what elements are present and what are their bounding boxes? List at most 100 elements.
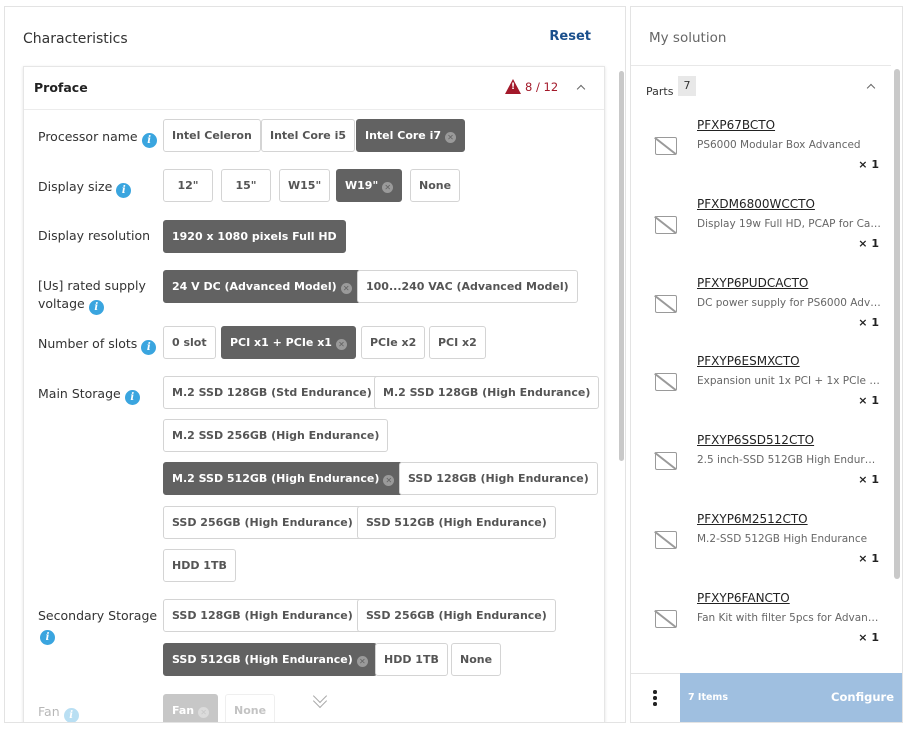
- image-placeholder-icon: [655, 531, 677, 549]
- remove-icon[interactable]: ✕: [382, 182, 394, 193]
- option-ssd-256-high[interactable]: SSD 256GB (High Endurance): [163, 506, 362, 539]
- remove-icon[interactable]: ✕: [335, 339, 347, 350]
- part-quantity: × 1: [858, 394, 879, 407]
- image-placeholder-icon: [655, 295, 677, 313]
- remove-icon[interactable]: ✕: [356, 656, 368, 667]
- label-secondary-storage: Secondary Storage i: [38, 608, 158, 645]
- option-0-slot[interactable]: 0 slot: [163, 326, 216, 359]
- option-w15[interactable]: W15": [279, 169, 331, 202]
- option-1920x1080[interactable]: 1920 x 1080 pixels Full HD: [163, 220, 346, 253]
- option-sec-none[interactable]: None: [451, 643, 502, 676]
- label-fan: Fan i: [38, 703, 79, 722]
- info-icon[interactable]: i: [63, 708, 79, 722]
- option-pci-pcie[interactable]: PCI x1 + PCIe x1 ✕: [221, 326, 356, 359]
- part-description: PS6000 Modular Box Advanced: [697, 139, 861, 151]
- option-15[interactable]: 15": [221, 169, 271, 202]
- warning-indicator: ! 8 / 12: [505, 79, 558, 94]
- remove-icon[interactable]: ✕: [383, 475, 395, 486]
- option-24v-dc[interactable]: 24 V DC (Advanced Model) ✕: [163, 270, 361, 303]
- option-none[interactable]: None: [410, 169, 461, 202]
- option-sec-ssd-128[interactable]: SSD 128GB (High Endurance): [163, 599, 362, 632]
- option-m2-256-high[interactable]: M.2 SSD 256GB (High Endurance): [163, 419, 389, 452]
- list-item: PFXYP6M2512CTO M.2-SSD 512GB High Endura…: [631, 512, 891, 591]
- part-description: M.2-SSD 512GB High Endurance: [697, 533, 868, 545]
- option-ssd-512-high[interactable]: SSD 512GB (High Endurance): [357, 506, 556, 539]
- info-icon[interactable]: i: [141, 340, 157, 355]
- part-number-link[interactable]: PFXYP6M2512CTO: [697, 512, 808, 526]
- more-options-icon[interactable]: [631, 673, 680, 722]
- option-m2-512-high[interactable]: M.2 SSD 512GB (High Endurance) ✕: [163, 462, 404, 495]
- part-description: Display 19w Full HD, PCAP for Cabinet: [697, 218, 881, 230]
- part-quantity: × 1: [858, 473, 879, 486]
- configure-button[interactable]: Configure: [831, 690, 894, 704]
- part-number-link[interactable]: PFXDM6800WCCTO: [697, 197, 815, 211]
- option-hdd-1tb[interactable]: HDD 1TB: [163, 549, 236, 582]
- image-placeholder-icon: [655, 137, 677, 155]
- part-number-link[interactable]: PFXYP6PUDCACTO: [697, 276, 809, 290]
- info-icon[interactable]: i: [116, 183, 132, 198]
- warning-icon: !: [505, 79, 521, 94]
- label-number-of-slots: Number of slots i: [38, 335, 157, 355]
- remove-icon[interactable]: ✕: [445, 132, 457, 143]
- solution-footer: 7 Items Configure: [631, 673, 902, 722]
- part-number-link[interactable]: PFXYP6ESMXCTO: [697, 354, 800, 368]
- option-pcie-x2[interactable]: PCIe x2: [361, 326, 426, 359]
- info-icon[interactable]: i: [40, 630, 55, 645]
- items-count: 7 Items: [688, 692, 728, 703]
- label-processor-name: Processor name i: [38, 128, 157, 148]
- image-placeholder-icon: [655, 216, 677, 234]
- chevron-up-icon[interactable]: [866, 83, 876, 93]
- option-100-240-vac[interactable]: 100...240 VAC (Advanced Model): [357, 270, 578, 303]
- option-fan[interactable]: Fan ✕: [163, 694, 219, 722]
- label-rated-supply-voltage: [Us] rated supply voltage i: [38, 278, 146, 315]
- option-sec-hdd-1tb[interactable]: HDD 1TB: [375, 643, 448, 676]
- remove-icon[interactable]: ✕: [340, 283, 352, 294]
- part-number-link[interactable]: PFXYP6FANCTO: [697, 591, 790, 605]
- info-icon[interactable]: i: [124, 390, 140, 405]
- list-item: PFXDM6800WCCTO Display 19w Full HD, PCAP…: [631, 197, 891, 276]
- scrollbar[interactable]: [619, 71, 624, 461]
- image-placeholder-icon: [655, 610, 677, 628]
- list-item: PFXP67BCTO PS6000 Modular Box Advanced ×…: [631, 118, 891, 197]
- part-description: 2.5 inch-SSD 512GB High Endurance: [697, 454, 881, 466]
- part-number-link[interactable]: PFXYP6SSD512CTO: [697, 433, 815, 447]
- solution-title: My solution: [649, 30, 727, 46]
- list-item: PFXYP6SSD512CTO 2.5 inch-SSD 512GB High …: [631, 433, 891, 512]
- list-item: PFXYP6ESMXCTO Expansion unit 1x PCI + 1x…: [631, 354, 891, 433]
- option-sec-ssd-512[interactable]: SSD 512GB (High Endurance) ✕: [163, 643, 377, 676]
- remove-icon[interactable]: ✕: [198, 707, 210, 718]
- option-intel-core-i7[interactable]: Intel Core i7 ✕: [356, 119, 466, 152]
- configure-bar[interactable]: 7 Items Configure: [680, 673, 902, 722]
- info-icon[interactable]: i: [141, 133, 157, 148]
- option-w19[interactable]: W19" ✕: [336, 169, 403, 202]
- info-icon[interactable]: i: [88, 300, 104, 315]
- reset-button[interactable]: Reset: [549, 29, 591, 44]
- section-header[interactable]: Proface ! 8 / 12: [24, 67, 604, 110]
- part-description: Expansion unit 1x PCI + 1x PCIe for PS60…: [697, 375, 881, 387]
- option-intel-core-i5[interactable]: Intel Core i5: [261, 119, 356, 152]
- parts-label: Parts: [646, 85, 674, 98]
- option-m2-128-high[interactable]: M.2 SSD 128GB (High Endurance): [374, 376, 600, 409]
- option-12[interactable]: 12": [163, 169, 213, 202]
- label-display-resolution: Display resolution: [38, 228, 151, 243]
- option-sec-ssd-256[interactable]: SSD 256GB (High Endurance): [357, 599, 556, 632]
- characteristics-title: Characteristics: [23, 31, 128, 47]
- part-number-link[interactable]: PFXP67BCTO: [697, 118, 776, 132]
- option-m2-128-std[interactable]: M.2 SSD 128GB (Std Endurance): [163, 376, 381, 409]
- parts-list: Parts 7 PFXP67BCTO PS6000 Modular Box Ad…: [631, 65, 891, 665]
- part-quantity: × 1: [858, 316, 879, 329]
- option-ssd-128-high[interactable]: SSD 128GB (High Endurance): [399, 462, 598, 495]
- option-intel-celeron[interactable]: Intel Celeron: [163, 119, 261, 152]
- chevron-up-icon[interactable]: [576, 84, 586, 94]
- scrollbar[interactable]: [894, 69, 900, 579]
- option-pci-x2[interactable]: PCI x2: [429, 326, 486, 359]
- image-placeholder-icon: [655, 373, 677, 391]
- solution-panel: My solution Parts 7 PFXP67BCTO PS6000 Mo…: [630, 6, 903, 723]
- option-fan-none[interactable]: None: [225, 694, 276, 722]
- warning-count: 8 / 12: [525, 80, 559, 94]
- section-title: Proface: [34, 80, 88, 95]
- characteristics-panel: Characteristics Reset Proface ! 8 / 12 Pr…: [4, 6, 626, 723]
- part-description: DC power supply for PS6000 Advanced: [697, 297, 881, 309]
- list-item: PFXYP6PUDCACTO DC power supply for PS600…: [631, 276, 891, 355]
- part-quantity: × 1: [858, 237, 879, 250]
